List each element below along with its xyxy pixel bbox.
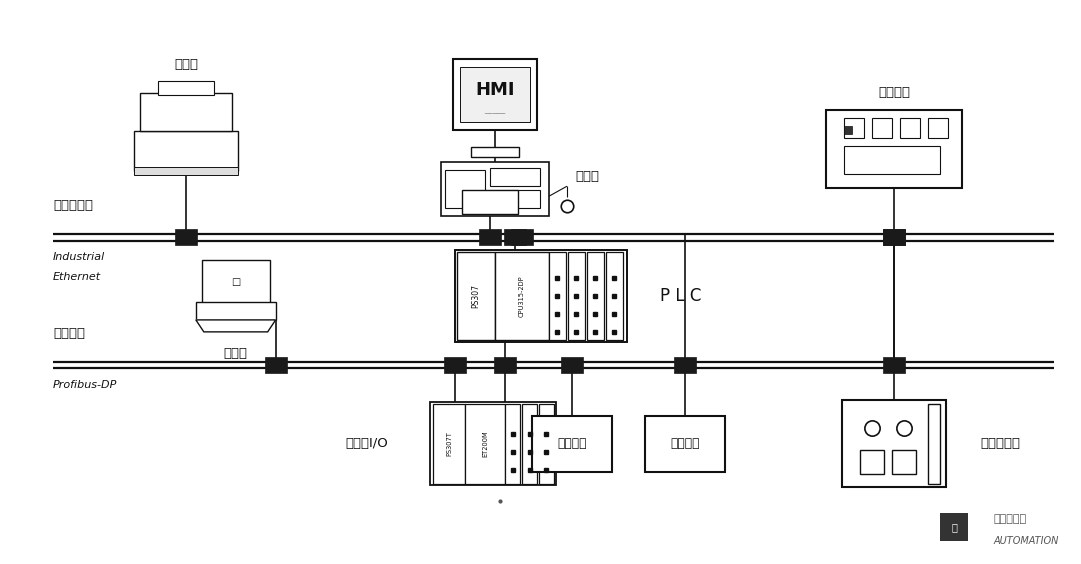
Text: 现场仪表: 现场仪表 (557, 437, 587, 450)
Bar (860, 450, 884, 474)
Bar (644, 416, 724, 472)
Bar (494, 357, 516, 373)
Bar (605, 252, 623, 340)
Text: CPU315-2DP: CPU315-2DP (519, 275, 525, 317)
Bar (549, 252, 566, 340)
Bar (940, 513, 967, 541)
Text: PS307T: PS307T (446, 431, 452, 456)
Text: 分布式I/O: 分布式I/O (346, 437, 388, 450)
Bar (844, 118, 864, 138)
Text: 现场总线: 现场总线 (53, 327, 85, 340)
Text: 主操作台: 主操作台 (878, 86, 910, 99)
Bar (504, 230, 526, 245)
Text: 捷合自动化: 捷合自动化 (993, 514, 1027, 525)
Bar (455, 250, 627, 342)
Bar (444, 357, 466, 373)
Bar (842, 400, 946, 487)
Text: 现场操作筱: 现场操作筱 (979, 437, 1019, 450)
Polygon shape (196, 320, 276, 332)
Text: P L C: P L C (659, 287, 702, 305)
Bar (471, 147, 519, 157)
Text: 工控机: 工控机 (575, 170, 599, 183)
Bar (202, 260, 269, 304)
Text: 编程器: 编程器 (224, 347, 248, 360)
Bar (844, 126, 852, 134)
Bar (453, 59, 537, 130)
Bar (883, 230, 905, 245)
Bar (568, 252, 585, 340)
Bar (892, 450, 916, 474)
Bar (134, 131, 238, 171)
Text: HMI: HMI (476, 81, 515, 99)
Bar (561, 357, 583, 373)
Bar (587, 252, 604, 340)
Text: □: □ (231, 277, 240, 287)
Text: Industrial: Industrial (53, 252, 106, 262)
Bar (457, 252, 495, 340)
Text: 工业以太网: 工业以太网 (53, 199, 93, 212)
Bar (158, 81, 214, 95)
Text: PS307: PS307 (471, 284, 481, 308)
Bar (465, 404, 505, 483)
Bar (883, 230, 905, 245)
Bar (511, 230, 533, 245)
Bar (463, 190, 518, 214)
Text: ET200M: ET200M (482, 430, 489, 457)
Bar (265, 357, 286, 373)
Bar (479, 230, 502, 245)
Bar (522, 404, 537, 483)
Bar (430, 402, 556, 486)
Text: 捷: 捷 (951, 522, 957, 532)
Bar (495, 252, 549, 340)
Bar (134, 168, 238, 175)
Bar (490, 168, 540, 186)
Text: Profibus-DP: Profibus-DP (53, 380, 118, 390)
Bar (532, 416, 612, 472)
Bar (175, 230, 197, 245)
Bar (900, 118, 920, 138)
Polygon shape (196, 320, 276, 328)
Bar (844, 146, 940, 174)
Bar (445, 170, 485, 208)
Bar (929, 404, 940, 483)
Bar (872, 118, 892, 138)
Text: ─────: ───── (484, 112, 506, 117)
Text: 执行机构: 执行机构 (670, 437, 699, 450)
Bar (505, 404, 520, 483)
Bar (196, 302, 276, 320)
Text: 打印机: 打印机 (174, 58, 198, 71)
Text: AUTOMATION: AUTOMATION (993, 536, 1059, 547)
Bar (929, 118, 948, 138)
Bar (539, 404, 553, 483)
Bar (673, 357, 695, 373)
Bar (139, 94, 231, 131)
Bar (433, 404, 465, 483)
Bar (461, 67, 530, 122)
Bar (441, 162, 549, 216)
Text: Ethernet: Ethernet (53, 272, 102, 282)
Bar (490, 190, 540, 208)
Bar (883, 357, 905, 373)
Bar (826, 111, 962, 188)
